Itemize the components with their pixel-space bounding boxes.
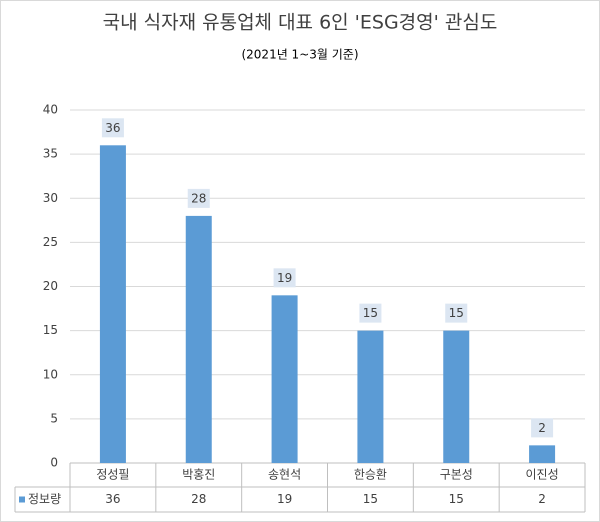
table-value: 2 <box>538 492 546 506</box>
table-value: 15 <box>449 492 464 506</box>
table-value: 36 <box>105 492 120 506</box>
y-tick-label: 15 <box>43 323 58 337</box>
data-label: 19 <box>277 271 292 285</box>
data-label-bg <box>531 418 554 438</box>
y-tick-label: 0 <box>50 456 58 470</box>
table-value: 28 <box>191 492 206 506</box>
y-tick-label: 30 <box>43 191 58 205</box>
y-tick-label: 35 <box>43 147 58 161</box>
data-label: 15 <box>449 306 464 320</box>
data-label-bg <box>101 118 124 138</box>
bar <box>271 295 298 463</box>
y-tick-label: 10 <box>43 367 58 381</box>
data-label-bg <box>359 303 382 323</box>
data-label: 15 <box>363 306 378 320</box>
y-tick-label: 40 <box>43 103 58 117</box>
data-label: 28 <box>191 191 206 205</box>
data-label-bg <box>445 303 468 323</box>
y-tick-label: 5 <box>50 411 58 425</box>
bar <box>99 145 126 464</box>
chart-title: 국내 식자재 유통업체 대표 6인 'ESG경영' 관심도 <box>103 12 498 34</box>
table-value: 19 <box>277 492 292 506</box>
y-tick-label: 20 <box>43 279 58 293</box>
legend-label: 정보량 <box>28 492 61 506</box>
data-label: 2 <box>538 421 546 435</box>
x-tick-label: 한승환 <box>354 468 387 482</box>
bar <box>357 330 384 463</box>
x-tick-label: 구본성 <box>440 468 473 482</box>
bar <box>529 445 556 463</box>
data-label: 36 <box>105 121 120 135</box>
table-value: 15 <box>363 492 378 506</box>
x-tick-label: 이진성 <box>526 468 559 482</box>
y-tick-label: 25 <box>43 235 58 249</box>
legend-swatch <box>19 496 25 503</box>
data-label-bg <box>273 268 296 288</box>
x-tick-label: 정성필 <box>96 468 129 482</box>
bar <box>443 330 470 463</box>
x-tick-label: 박홍진 <box>182 468 215 482</box>
data-label-bg <box>187 188 210 208</box>
x-tick-label: 송현석 <box>268 468 301 482</box>
chart-subtitle: (2021년 1~3월 기준) <box>241 48 358 62</box>
bar <box>185 215 212 463</box>
